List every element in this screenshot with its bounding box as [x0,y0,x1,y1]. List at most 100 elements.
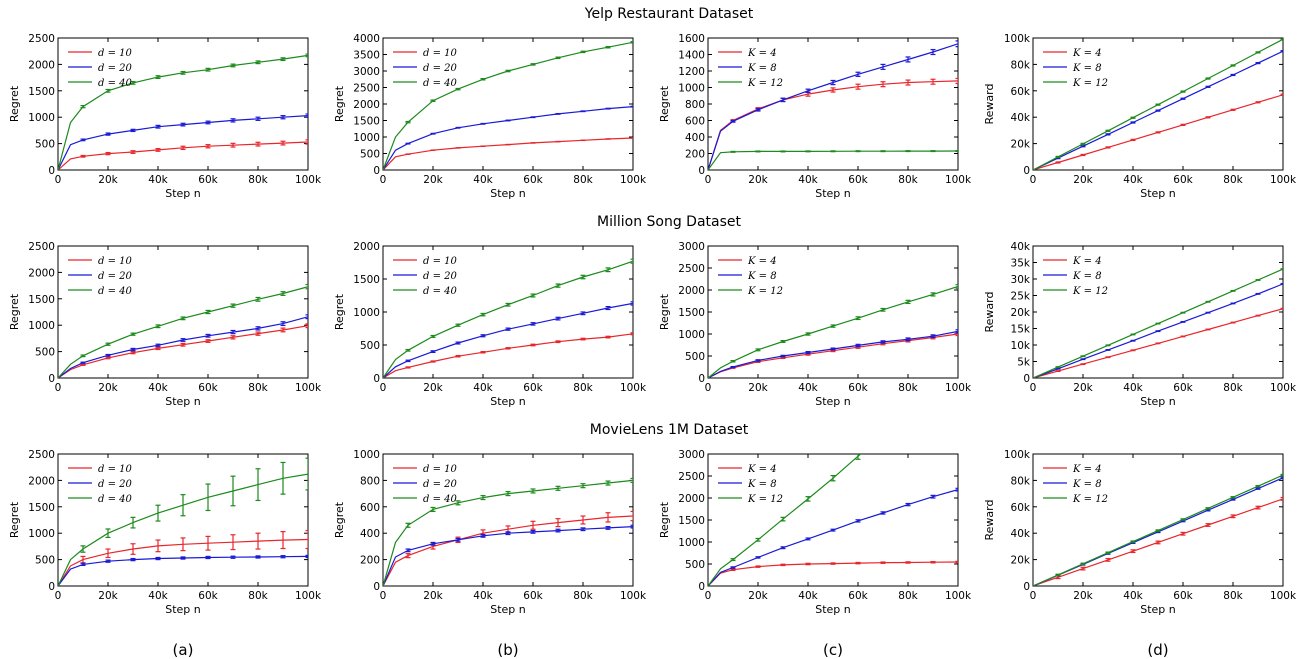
legend-entry: K = 8 [747,479,777,490]
series-line [708,454,862,586]
y-axis-label: Reward [983,292,996,333]
y-tick-label: 100k [1004,33,1031,45]
y-tick-label: 1000 [28,528,55,540]
x-axis-label: Step n [1140,187,1176,200]
series-group [383,301,633,378]
x-tick-label: 20k [423,382,443,394]
x-tick-label: 80k [248,590,268,602]
x-tick-label: 60k [198,382,218,394]
series-line [58,473,308,586]
series-group [1033,496,1283,586]
y-tick-label: 2000 [28,267,55,279]
chart-panel: 0 20k 40k 60k 80k 100k 0 5k 10k 15k 20k 25k 30k 35k 40… [983,241,1297,408]
x-tick-label: 20k [748,382,768,394]
x-tick-label: 0 [55,382,62,394]
x-tick-label: 80k [898,382,918,394]
y-tick-label: 40k [1011,241,1031,253]
x-tick-label: 20k [423,174,443,186]
plot-frame [382,453,634,587]
column-label-a: (a) [173,641,194,659]
legend-entry: d = 40 [423,286,458,297]
x-tick-label: 100k [945,382,972,394]
series-line [708,43,958,170]
legend-entry: d = 20 [423,63,458,74]
series-group [58,529,308,586]
y-tick-label: 0 [48,165,55,177]
x-tick-label: 60k [198,174,218,186]
x-tick-label: 100k [620,174,647,186]
y-axis-label: Reward [983,500,996,541]
y-tick-label: 2000 [678,285,705,297]
y-tick-label: 1600 [678,33,705,45]
chart-panel: 0 20k 40k 60k 80k 100k 0 500 1000 1500 2000 2500 300… [658,449,972,616]
series-group [1033,307,1283,378]
series-line [383,515,633,586]
y-tick-label: 500 [685,351,705,363]
chart-panel: 0 20k 40k 60k 80k 100k 0 500 1000 1500 2000 Step n R… [333,241,647,408]
x-tick-label: 20k [98,382,118,394]
x-tick-label: 100k [620,382,647,394]
series-group [1033,283,1283,378]
x-tick-label: 40k [798,590,818,602]
x-tick-label: 80k [573,174,593,186]
y-tick-label: 0 [698,373,705,385]
y-tick-label: 30k [1011,274,1031,286]
x-axis-label: Step n [165,187,201,200]
x-tick-label: 100k [295,382,322,394]
y-tick-label: 2000 [28,475,55,487]
series-group [1033,50,1283,170]
series-group [383,41,633,170]
series-group [383,524,633,586]
legend-entry: d = 10 [98,464,133,475]
column-label-c: (c) [823,641,843,659]
x-tick-label: 100k [1270,174,1297,186]
series-group [58,457,308,586]
x-axis-label: Step n [165,395,201,408]
legend-entry: d = 40 [98,494,133,505]
x-tick-label: 40k [1123,590,1143,602]
y-tick-label: 0 [48,373,55,385]
y-tick-label: 500 [360,340,380,352]
chart-panel: 0 20k 40k 60k 80k 100k 0 20k 40k 60k 80k 100k Step n… [983,449,1297,616]
x-tick-label: 20k [98,590,118,602]
y-tick-label: 80k [1011,59,1031,71]
legend-entry: d = 20 [423,479,458,490]
x-tick-label: 40k [148,590,168,602]
x-tick-label: 0 [380,590,387,602]
legend-entry: d = 20 [98,479,133,490]
x-tick-label: 40k [473,174,493,186]
series-group [58,139,308,170]
y-tick-label: 40k [1011,528,1031,540]
plot-frame [57,37,309,171]
plot-frame [1032,453,1284,587]
x-tick-label: 20k [1073,590,1093,602]
y-tick-label: 1500 [678,307,705,319]
series-group [383,477,633,586]
y-tick-label: 0 [698,165,705,177]
x-tick-label: 100k [945,174,972,186]
x-axis-label: Step n [490,395,526,408]
legend-entry: K = 12 [1072,494,1108,505]
legend-entry: K = 8 [1072,63,1102,74]
x-tick-label: 80k [1223,590,1243,602]
y-tick-label: 2000 [353,99,380,111]
x-tick-label: 40k [1123,382,1143,394]
series-group [1033,38,1283,170]
y-tick-label: 1000 [353,449,380,461]
y-tick-label: 2500 [28,241,55,253]
series-group [708,150,958,170]
y-tick-label: 400 [685,132,705,144]
x-tick-label: 60k [523,382,543,394]
y-tick-label: 60k [1011,502,1031,514]
y-tick-label: 2500 [678,471,705,483]
y-tick-label: 500 [35,139,55,151]
series-line [383,479,633,586]
series-group [383,137,633,170]
legend-entry: K = 8 [747,271,777,282]
legend-entry: K = 8 [747,63,777,74]
y-tick-label: 3500 [353,50,380,62]
legend-entry: K = 4 [1072,464,1102,475]
y-tick-label: 80k [1011,475,1031,487]
y-tick-label: 4000 [353,33,380,45]
x-tick-label: 40k [148,174,168,186]
